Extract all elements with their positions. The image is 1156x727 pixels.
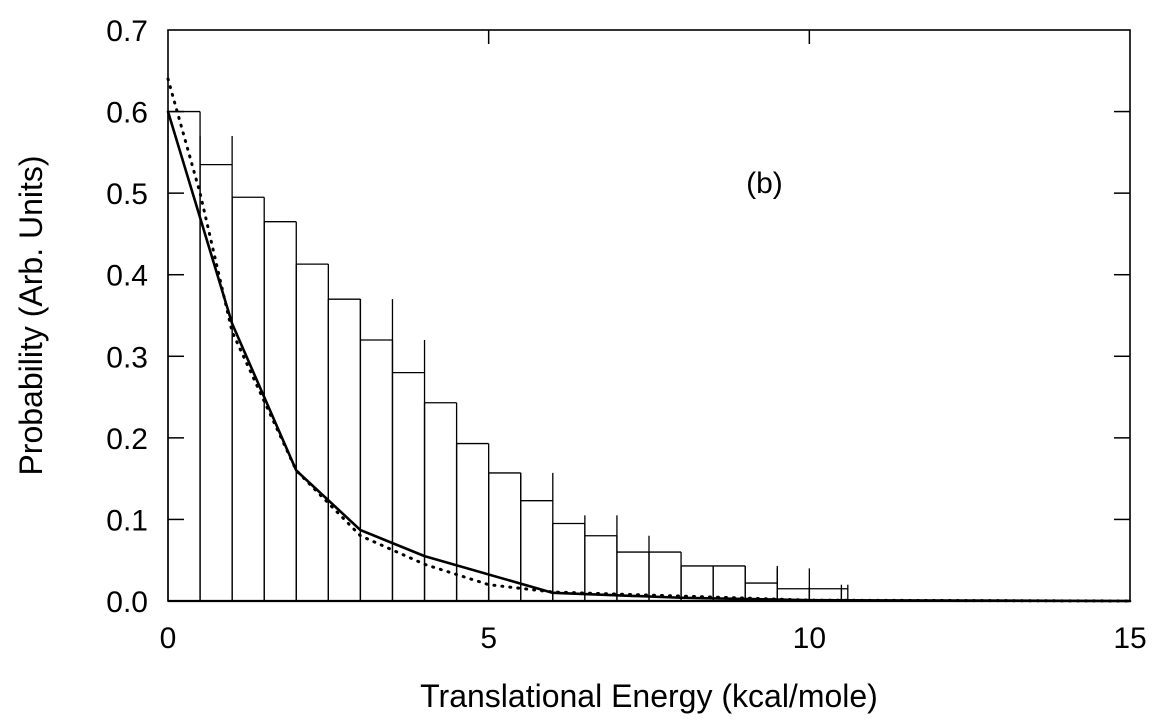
- series-line-dotted: [166, 77, 1132, 603]
- error-box-5: [327, 298, 362, 601]
- error-box-12: [552, 522, 586, 601]
- error-box-9: [455, 442, 490, 601]
- error-box-17: [712, 565, 746, 601]
- error-box-18: [744, 565, 778, 601]
- series-line-solid: [166, 110, 1132, 603]
- y-tick-label: 0.3: [106, 341, 148, 374]
- y-tick-label: 0.5: [106, 178, 148, 211]
- y-tick-label: 0.6: [106, 97, 148, 130]
- error-box-6: [359, 299, 394, 601]
- labels-layer: 0 5 10 15 0.0 0.1 0.2 0.3 0.4 0.5 0.6 0.7 Translatio…: [13, 15, 1147, 714]
- error-box-21: [840, 584, 849, 601]
- x-tick-label: 10: [793, 622, 826, 655]
- error-boxes-layer: [167, 110, 849, 601]
- error-box-13: [584, 515, 618, 601]
- x-tick-label: 15: [1113, 622, 1146, 655]
- error-box-3: [263, 221, 297, 601]
- y-tick-label: 0.2: [106, 423, 148, 456]
- error-box-8: [423, 402, 458, 601]
- plot-frame: [167, 29, 1131, 602]
- error-box-19: [776, 568, 810, 601]
- y-tick-label: 0.1: [106, 504, 148, 537]
- error-box-14: [616, 535, 650, 601]
- series-layer: [166, 77, 1132, 603]
- x-tick-label: 0: [160, 622, 177, 655]
- error-box-2: [231, 196, 265, 601]
- error-box-4: [295, 263, 329, 601]
- error-box-15: [648, 551, 682, 601]
- error-box-1: [199, 136, 233, 601]
- y-tick-label: 0.4: [106, 260, 148, 293]
- axes-layer: [167, 29, 1131, 603]
- panel-label: (b): [746, 167, 783, 200]
- x-axis-title: Translational Energy (kcal/mole): [420, 678, 878, 714]
- y-axis-title: Probability (Arb. Units): [13, 155, 49, 475]
- y-tick-label: 0.7: [106, 15, 148, 48]
- error-box-11: [520, 472, 554, 601]
- y-tick-label: 0.0: [106, 586, 148, 619]
- x-tick-label: 5: [480, 622, 497, 655]
